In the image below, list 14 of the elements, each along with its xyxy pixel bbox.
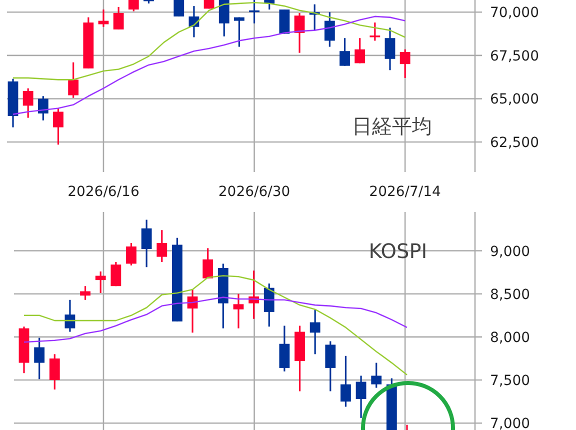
y-tick-label: 8,500 [490,286,530,303]
y-tick-label: 8,000 [490,330,530,346]
y-tick-label: 70,000 [490,5,539,22]
text: 日経平均 [352,114,432,138]
text: KOSPI [368,239,428,263]
x-tick-label: 2026/6/16 [68,184,140,200]
y-tick-label: 62,500 [490,135,539,152]
y-tick-label: 67,500 [490,48,539,64]
x-tick-label: 2026/7/14 [369,184,442,200]
x-tick-label: 2026/6/30 [218,184,290,200]
y-tick-label: 7,500 [490,373,530,390]
y-tick-label: 7,000 [490,416,530,430]
y-tick-label: 65,000 [490,92,539,108]
y-tick-label: 9,000 [490,244,530,260]
